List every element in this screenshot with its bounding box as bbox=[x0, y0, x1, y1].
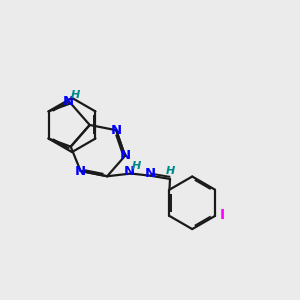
Text: N: N bbox=[111, 124, 122, 137]
Text: H: H bbox=[166, 166, 175, 176]
Text: N: N bbox=[75, 164, 86, 178]
Text: N: N bbox=[119, 149, 130, 162]
Text: H: H bbox=[70, 90, 80, 100]
Text: I: I bbox=[220, 208, 225, 222]
Text: N: N bbox=[63, 95, 74, 108]
Text: N: N bbox=[145, 167, 156, 180]
Text: H: H bbox=[131, 160, 141, 171]
Text: N: N bbox=[124, 165, 135, 178]
